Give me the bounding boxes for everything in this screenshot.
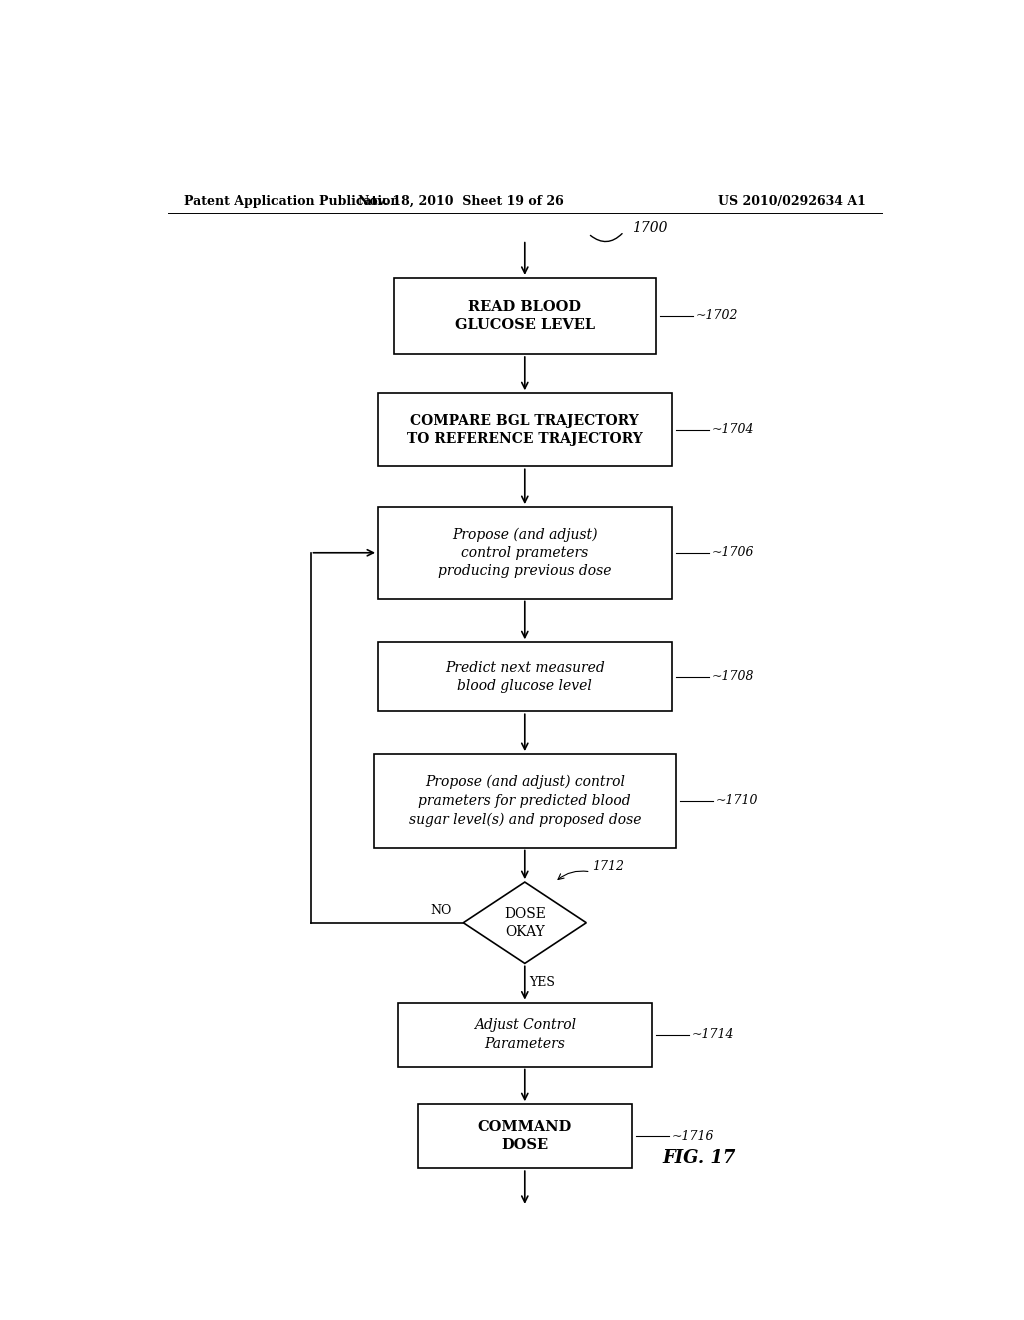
- Text: 1700: 1700: [632, 220, 668, 235]
- Text: US 2010/0292634 A1: US 2010/0292634 A1: [718, 195, 866, 209]
- Text: YES: YES: [528, 975, 555, 989]
- Text: DOSE
OKAY: DOSE OKAY: [504, 907, 546, 939]
- Text: ~1710: ~1710: [715, 795, 758, 808]
- Text: ~1704: ~1704: [712, 424, 754, 437]
- FancyBboxPatch shape: [418, 1104, 632, 1168]
- Text: ~1706: ~1706: [712, 546, 754, 560]
- Text: Patent Application Publication: Patent Application Publication: [183, 195, 399, 209]
- Text: FIG. 17: FIG. 17: [663, 1148, 736, 1167]
- Text: Propose (and adjust) control
prameters for predicted blood
sugar level(s) and pr: Propose (and adjust) control prameters f…: [409, 775, 641, 826]
- Text: ~1708: ~1708: [712, 671, 754, 684]
- FancyBboxPatch shape: [378, 643, 672, 711]
- Text: Propose (and adjust)
control prameters
producing previous dose: Propose (and adjust) control prameters p…: [438, 527, 611, 578]
- Text: NO: NO: [430, 904, 452, 917]
- Text: COMPARE BGL TRAJECTORY
TO REFERENCE TRAJECTORY: COMPARE BGL TRAJECTORY TO REFERENCE TRAJ…: [407, 413, 643, 446]
- Text: Nov. 18, 2010  Sheet 19 of 26: Nov. 18, 2010 Sheet 19 of 26: [358, 195, 564, 209]
- Text: ~1714: ~1714: [691, 1028, 734, 1041]
- Text: Adjust Control
Parameters: Adjust Control Parameters: [474, 1018, 575, 1051]
- Text: READ BLOOD
GLUCOSE LEVEL: READ BLOOD GLUCOSE LEVEL: [455, 300, 595, 333]
- FancyBboxPatch shape: [394, 277, 655, 354]
- Polygon shape: [463, 882, 587, 964]
- Text: COMMAND
DOSE: COMMAND DOSE: [477, 1119, 572, 1152]
- Text: 1712: 1712: [592, 859, 625, 873]
- FancyBboxPatch shape: [397, 1002, 651, 1067]
- Text: ~1716: ~1716: [672, 1130, 714, 1143]
- FancyBboxPatch shape: [378, 507, 672, 598]
- FancyBboxPatch shape: [374, 754, 676, 847]
- FancyBboxPatch shape: [378, 393, 672, 466]
- Text: ~1702: ~1702: [695, 309, 738, 322]
- Text: Predict next measured
blood glucose level: Predict next measured blood glucose leve…: [444, 660, 605, 693]
